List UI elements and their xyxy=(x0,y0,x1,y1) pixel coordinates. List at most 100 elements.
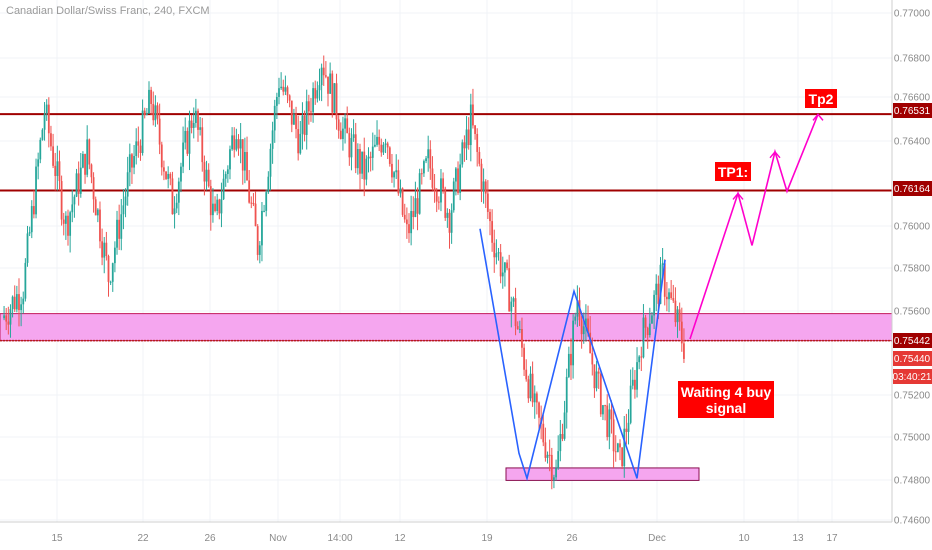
candle-body xyxy=(595,371,598,389)
candle-body xyxy=(369,156,372,158)
projection-arrowhead xyxy=(769,150,781,159)
candle-body xyxy=(359,149,361,174)
candle-body xyxy=(180,166,182,182)
candle-body xyxy=(135,141,138,156)
candle-body xyxy=(506,262,508,269)
candle-body xyxy=(312,88,314,113)
tp2-label: Tp2 xyxy=(805,89,837,108)
candle-body xyxy=(627,422,630,432)
candle-body xyxy=(437,201,440,203)
candle-body xyxy=(427,149,430,159)
candle-body xyxy=(529,373,532,399)
candle-body xyxy=(167,173,170,179)
candle-body xyxy=(619,443,621,448)
y-tick-label: 0.75800 xyxy=(894,264,931,275)
candle-body xyxy=(648,323,651,336)
candle-body xyxy=(589,332,592,354)
x-tick-label: Nov xyxy=(269,533,287,544)
y-tick-label: 0.76800 xyxy=(894,54,931,65)
candle-body xyxy=(472,104,474,126)
candle-body xyxy=(399,188,402,194)
candle-body xyxy=(572,320,575,366)
candle-body xyxy=(329,73,332,94)
candle-body xyxy=(653,294,655,316)
candle-body xyxy=(37,159,40,167)
candle-body xyxy=(79,167,82,194)
candle-body xyxy=(599,373,602,415)
candle-body xyxy=(201,127,204,163)
candle-body xyxy=(555,468,557,478)
candle-body xyxy=(265,192,268,211)
candle-body xyxy=(525,369,528,380)
candle-body xyxy=(367,156,370,159)
y-tick-label: 0.77000 xyxy=(894,9,931,20)
x-tick-label: 12 xyxy=(394,533,406,544)
candle-body xyxy=(469,104,472,146)
candle-body xyxy=(327,76,329,94)
candle-body xyxy=(354,134,357,169)
candle-body xyxy=(243,152,246,171)
candle-body xyxy=(107,255,110,282)
candle-body xyxy=(15,294,18,310)
candle-body xyxy=(248,180,251,203)
candle-body xyxy=(335,83,338,120)
candle-body xyxy=(293,114,295,125)
candle-body xyxy=(491,221,494,243)
candle-body xyxy=(92,177,95,200)
waiting-note-line1: Waiting 4 buy xyxy=(681,384,772,400)
candle-body xyxy=(120,214,123,239)
candle-body xyxy=(86,139,89,175)
candle-body xyxy=(13,296,16,310)
candle-body xyxy=(510,301,513,312)
candle-body xyxy=(376,136,378,145)
candle-body xyxy=(640,356,643,358)
candle-body xyxy=(508,268,511,312)
candle-body xyxy=(391,163,393,178)
candle-body xyxy=(141,110,144,153)
candle-body xyxy=(608,409,611,438)
tp1-label-text: TP1: xyxy=(718,164,748,180)
candle-body xyxy=(339,130,342,139)
candle-body xyxy=(625,428,628,432)
tp1-label-box xyxy=(715,162,751,181)
candle-body xyxy=(523,347,525,370)
candle-body xyxy=(535,393,538,403)
x-tick-label: 26 xyxy=(566,533,578,544)
candle-body xyxy=(683,343,685,359)
candle-body xyxy=(212,203,214,216)
y-tick-label: 0.76000 xyxy=(894,222,931,233)
candle-body xyxy=(461,142,464,165)
candle-body xyxy=(416,198,419,214)
candle-body xyxy=(322,67,325,76)
candle-body xyxy=(663,263,666,297)
candle-body xyxy=(73,196,76,205)
candle-body xyxy=(533,393,536,403)
candle-body xyxy=(546,454,549,458)
candle-body xyxy=(7,321,10,325)
gridlines xyxy=(0,0,892,522)
candle-body xyxy=(318,85,321,91)
candle-body xyxy=(128,154,131,173)
candle-body xyxy=(644,317,647,328)
candle-body xyxy=(103,242,106,258)
candle-body xyxy=(384,143,387,145)
candle-body xyxy=(514,298,517,327)
candle-body xyxy=(158,118,161,145)
candle-body xyxy=(516,326,519,330)
candle-body xyxy=(567,353,570,377)
price-tag-last: 0.75440 xyxy=(893,351,932,366)
candle-body xyxy=(393,172,395,178)
candle-body xyxy=(634,379,636,390)
candle-body xyxy=(216,199,219,211)
candle-body xyxy=(582,326,585,335)
candle-body xyxy=(365,158,368,180)
candle-body xyxy=(621,447,624,467)
candle-body xyxy=(344,118,346,129)
candle-body xyxy=(160,144,163,168)
candle-body xyxy=(26,233,29,263)
x-tick-label: 10 xyxy=(738,533,750,544)
candle-body xyxy=(408,224,410,234)
chart-title: Canadian Dollar/Swiss Franc, 240, FXCM xyxy=(6,5,210,17)
candle-body xyxy=(47,104,50,134)
